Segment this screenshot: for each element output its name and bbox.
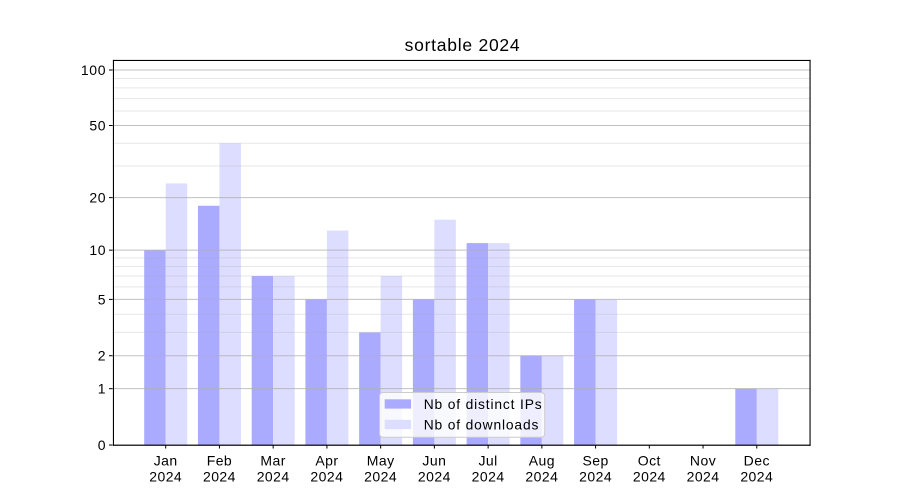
svg-text:50: 50 — [89, 118, 106, 134]
svg-text:2024: 2024 — [310, 469, 343, 485]
svg-text:2024: 2024 — [740, 469, 773, 485]
svg-text:2024: 2024 — [203, 469, 236, 485]
svg-text:Nov: Nov — [690, 452, 716, 468]
svg-text:Nb of downloads: Nb of downloads — [424, 417, 540, 432]
svg-text:Aug: Aug — [529, 452, 555, 468]
svg-text:1: 1 — [98, 381, 106, 397]
svg-text:Jul: Jul — [478, 452, 497, 468]
svg-text:Sep: Sep — [582, 452, 608, 468]
svg-text:2024: 2024 — [149, 469, 182, 485]
svg-text:100: 100 — [81, 62, 106, 78]
svg-text:2024: 2024 — [579, 469, 612, 485]
svg-text:Jun: Jun — [422, 452, 446, 468]
svg-text:Nb of distinct IPs: Nb of distinct IPs — [424, 397, 543, 412]
svg-text:Feb: Feb — [207, 452, 232, 468]
svg-text:20: 20 — [89, 190, 106, 206]
svg-text:Jan: Jan — [154, 452, 178, 468]
svg-text:2024: 2024 — [525, 469, 558, 485]
svg-text:sortable 2024: sortable 2024 — [405, 35, 521, 55]
svg-text:10: 10 — [89, 242, 106, 258]
svg-text:5: 5 — [98, 291, 106, 307]
svg-text:2: 2 — [98, 348, 106, 364]
svg-text:Mar: Mar — [260, 452, 285, 468]
svg-text:May: May — [367, 452, 395, 468]
svg-text:Dec: Dec — [744, 452, 770, 468]
svg-text:Apr: Apr — [315, 452, 338, 468]
svg-text:2024: 2024 — [364, 469, 397, 485]
svg-text:0: 0 — [98, 437, 106, 453]
svg-text:Oct: Oct — [638, 452, 661, 468]
svg-text:2024: 2024 — [418, 469, 451, 485]
svg-text:2024: 2024 — [472, 469, 505, 485]
svg-text:2024: 2024 — [687, 469, 720, 485]
svg-text:2024: 2024 — [633, 469, 666, 485]
svg-text:2024: 2024 — [257, 469, 290, 485]
